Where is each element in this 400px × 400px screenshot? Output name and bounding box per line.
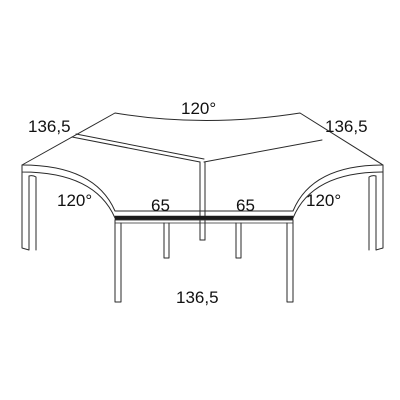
desk-top-outline	[21, 112, 384, 219]
inner-leg-1	[163, 222, 170, 259]
left-joint-line	[71, 136, 201, 163]
front-left-leg	[114, 219, 122, 303]
left-corner-leg	[21, 171, 30, 251]
inner-leg-2	[235, 222, 242, 259]
front-length-label: 136,5	[176, 288, 219, 307]
right-width-label: 65	[236, 196, 255, 215]
top-angle-label: 120°	[181, 99, 217, 118]
left-joint-line-2	[75, 133, 205, 160]
right-corner-leg-side	[368, 175, 377, 251]
left-depth-label: 136,5	[28, 117, 71, 136]
front-rail	[114, 219, 294, 224]
left-width-label: 65	[151, 196, 170, 215]
right-depth-label: 136,5	[325, 117, 368, 136]
left-angle-label: 120°	[57, 191, 93, 210]
front-beam	[114, 215, 294, 221]
desk-top-front-edge	[21, 164, 384, 212]
right-joint-line	[203, 139, 323, 163]
right-angle-label: 120°	[306, 191, 342, 210]
left-corner-leg-side	[28, 175, 37, 251]
front-right-leg	[286, 219, 294, 303]
right-corner-leg	[375, 171, 384, 251]
center-post	[199, 222, 206, 241]
